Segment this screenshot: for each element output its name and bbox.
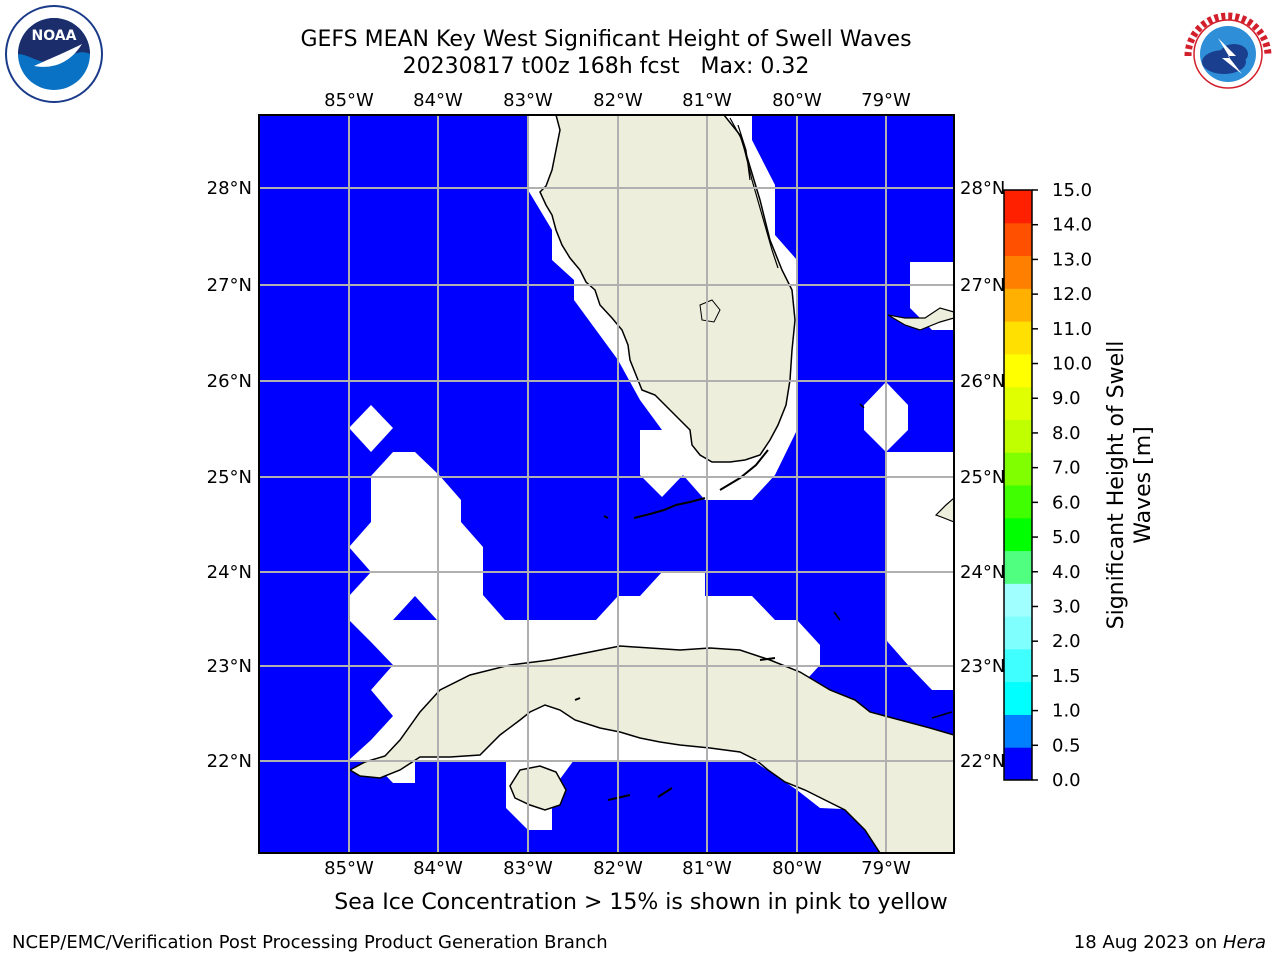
colorbar-segment — [1004, 452, 1032, 486]
map-frame — [258, 114, 955, 854]
lat-label-left: 27°N — [207, 275, 252, 296]
lat-label-right: 26°N — [960, 371, 1005, 392]
colorbar-label-units: Waves [m] — [1131, 426, 1156, 543]
lon-label-top: 84°W — [413, 90, 463, 111]
colorbar-tick-label: 3.0 — [1052, 596, 1081, 617]
colorbar-segment — [1004, 222, 1032, 257]
colorbar-segment — [1004, 616, 1032, 650]
lat-label-left: 25°N — [207, 467, 252, 488]
colorbar-segment — [1004, 255, 1032, 289]
lon-label-bottom: 84°W — [413, 858, 463, 879]
colorbar-segment — [1004, 288, 1032, 322]
lon-label-bottom: 83°W — [503, 858, 553, 879]
colorbar-segment — [1004, 550, 1032, 584]
colorbar-tick-label: 12.0 — [1052, 284, 1092, 305]
colorbar-segment — [1004, 648, 1032, 683]
colorbar-tick-label: 4.0 — [1052, 562, 1081, 583]
colorbar-tick-label: 8.0 — [1052, 423, 1081, 444]
colorbar-tick-label: 0.0 — [1052, 770, 1081, 791]
colorbar-tick-label: 11.0 — [1052, 319, 1092, 340]
nws-logo-icon — [1182, 8, 1274, 100]
lat-label-right: 23°N — [960, 656, 1005, 677]
lat-label-left: 23°N — [207, 656, 252, 677]
colorbar-tick-label: 9.0 — [1052, 388, 1081, 409]
sea-ice-caption: Sea Ice Concentration > 15% is shown in … — [334, 890, 948, 915]
lon-label-top: 81°W — [682, 90, 732, 111]
colorbar-tick-label: 10.0 — [1052, 354, 1092, 375]
lon-label-top: 85°W — [324, 90, 374, 111]
lat-label-left: 22°N — [207, 751, 252, 772]
colorbar-segment — [1004, 419, 1032, 453]
colorbar-tick-label: 1.0 — [1052, 701, 1081, 722]
lon-label-bottom: 79°W — [861, 858, 911, 879]
lon-label-top: 80°W — [772, 90, 822, 111]
colorbar-tick-label: 1.5 — [1052, 666, 1081, 687]
colorbar-segment — [1004, 190, 1032, 224]
isle-of-youth — [509, 765, 567, 811]
map-title: GEFS MEAN Key West Significant Height of… — [300, 27, 912, 52]
colorbar-segment — [1004, 583, 1032, 617]
colorbar-segment — [1004, 386, 1032, 420]
colorbar-ticks: 15.0 14.0 13.0 12.0 11.0 10.0 9.0 8.0 7.0 6.0 5.0 4… — [1032, 180, 1092, 791]
colorbar — [1003, 189, 1033, 781]
colorbar-tick-label: 6.0 — [1052, 492, 1081, 513]
lake-okeechobee — [699, 299, 721, 323]
colorbar-tick-label: 15.0 — [1052, 180, 1092, 201]
colorbar-tick-label: 14.0 — [1052, 215, 1092, 236]
lat-label-right: 25°N — [960, 467, 1005, 488]
footer-producer: NCEP/EMC/Verification Post Processing Pr… — [12, 932, 608, 953]
noaa-logo-icon: NOAA — [5, 5, 103, 103]
colorbar-segment — [1004, 353, 1032, 388]
lon-label-top: 79°W — [861, 90, 911, 111]
colorbar-tick-label: 5.0 — [1052, 527, 1081, 548]
colorbar-segment — [1004, 517, 1032, 552]
map-subtitle: 20230817 t00z 168h fcst Max: 0.32 — [402, 54, 810, 79]
colorbar-label: Significant Height of Swell — [1104, 341, 1129, 630]
lon-label-bottom: 82°W — [593, 858, 643, 879]
colorbar-segment — [1004, 681, 1032, 715]
lon-label-bottom: 85°W — [324, 858, 374, 879]
water-inlet — [393, 596, 437, 620]
bahamas-islands — [887, 307, 954, 523]
colorbar-segment — [1004, 485, 1032, 519]
graticule — [259, 115, 954, 853]
footer-date: 18 Aug 2023 on Hera — [1074, 932, 1266, 953]
lat-label-right: 28°N — [960, 178, 1005, 199]
footer-host: Hera — [1222, 932, 1266, 953]
bahamas-small-islands — [833, 403, 953, 719]
lat-label-left: 28°N — [207, 178, 252, 199]
colorbar-tick-label: 7.0 — [1052, 458, 1081, 479]
colorbar-segment — [1004, 714, 1032, 748]
noaa-logo-text: NOAA — [32, 28, 77, 44]
colorbar-tick-label: 0.5 — [1052, 735, 1081, 756]
lat-label-right: 24°N — [960, 562, 1005, 583]
lat-label-right: 27°N — [960, 275, 1005, 296]
lon-label-bottom: 80°W — [772, 858, 822, 879]
florida-keys — [603, 449, 769, 519]
lon-label-top: 82°W — [593, 90, 643, 111]
lon-label-bottom: 81°W — [682, 858, 732, 879]
colorbar-frame — [1003, 189, 1033, 781]
cuba-land — [348, 645, 954, 853]
lat-label-left: 24°N — [207, 562, 252, 583]
lon-label-top: 83°W — [503, 90, 553, 111]
lat-label-left: 26°N — [207, 371, 252, 392]
florida-land — [539, 115, 796, 463]
florida-east-lagoon — [729, 117, 779, 269]
footer-date-text: 18 Aug 2023 on — [1073, 932, 1223, 953]
colorbar-segment — [1004, 321, 1032, 355]
colorbar-tick-label: 2.0 — [1052, 631, 1081, 652]
colorbar-tick-label: 13.0 — [1052, 249, 1092, 270]
colorbar-segment — [1004, 747, 1032, 781]
lat-label-right: 22°N — [960, 751, 1005, 772]
